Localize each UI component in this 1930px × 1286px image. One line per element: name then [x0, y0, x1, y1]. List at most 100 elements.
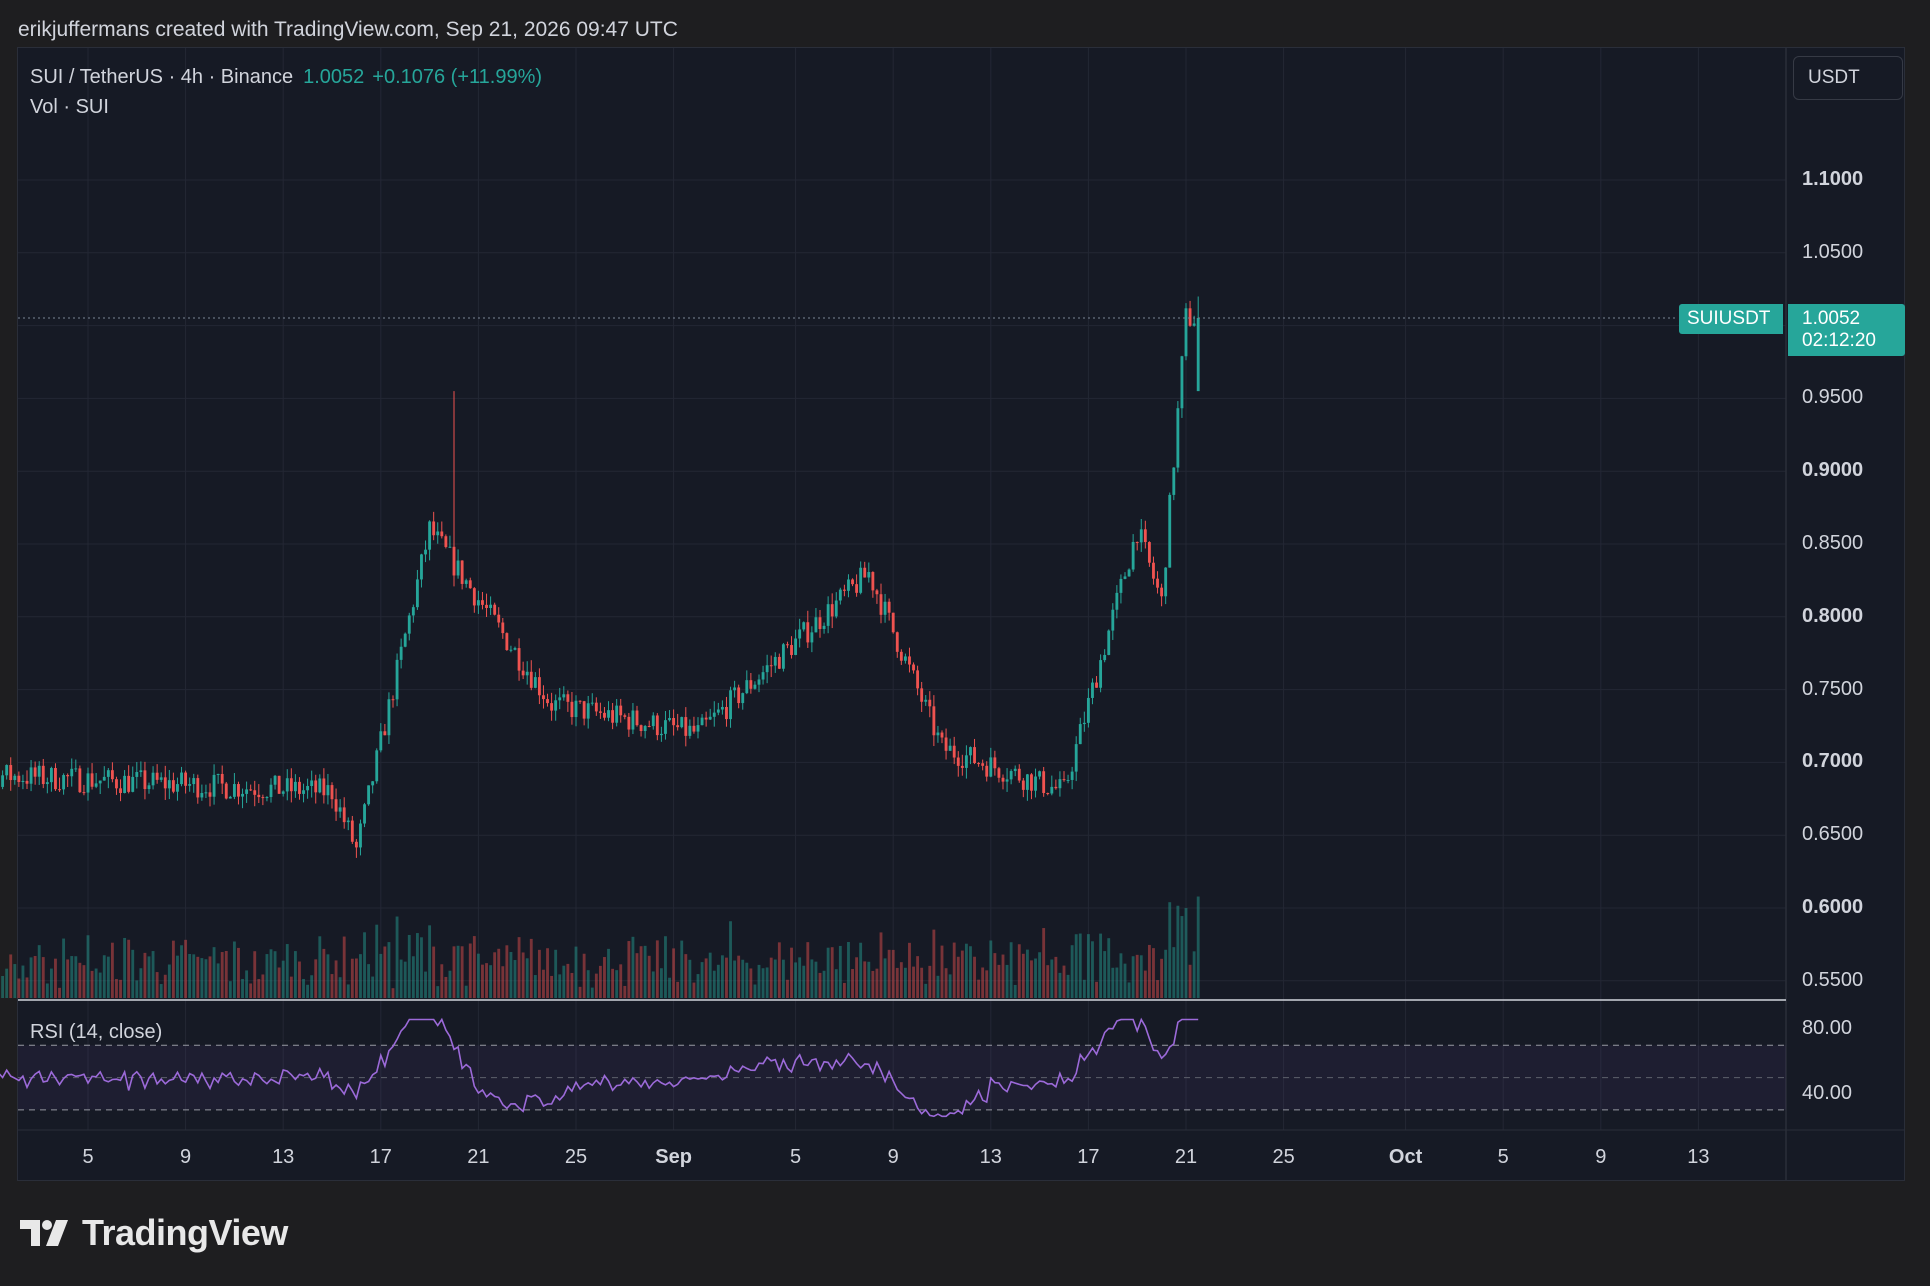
candle-body-23 [33, 767, 37, 777]
candle-body-173 [643, 726, 647, 732]
volume-bar-288 [1111, 967, 1115, 998]
volume-bar-22 [29, 957, 33, 998]
volume-bar-158 [582, 953, 586, 998]
candle-body-135 [489, 604, 493, 609]
volume-bar-225 [855, 957, 859, 998]
volume-bar-243 [928, 965, 932, 998]
candle-body-62 [192, 778, 196, 785]
volume-bar-155 [570, 972, 574, 998]
candle-body-246 [940, 732, 944, 738]
rsi-legend[interactable]: RSI (14, close) [30, 1021, 163, 1043]
volume-bar-52 [151, 951, 155, 998]
candle-body-188 [704, 717, 708, 720]
time-tick-14: 5 [1497, 1146, 1509, 1168]
chart-frame[interactable] [17, 47, 1905, 1181]
volume-bar-179 [668, 977, 671, 998]
candle-body-88 [298, 781, 301, 794]
time-tick-7: 5 [790, 1146, 802, 1168]
volume-bar-44 [119, 979, 122, 998]
volume-bar-309 [1196, 896, 1200, 998]
volume-bar-215 [814, 961, 818, 998]
volume-bar-90 [306, 984, 310, 998]
candle-body-158 [582, 701, 586, 719]
candle-body-261 [1001, 777, 1005, 782]
volume-bar-88 [298, 961, 301, 998]
volume-bar-132 [476, 953, 480, 998]
candle-body-97 [334, 799, 338, 812]
volume-bar-172 [639, 946, 643, 998]
candle-body-85 [285, 778, 289, 792]
candle-body-147 [537, 677, 541, 696]
candle-body-202 [761, 672, 765, 680]
currency-button[interactable]: USDT [1793, 56, 1903, 100]
candle-body-145 [529, 671, 533, 688]
symbol-legend[interactable]: SUI / TetherUS · 4h · Binance 1.0052 +0.10… [30, 66, 542, 89]
tradingview-logo[interactable]: TradingView [20, 1212, 288, 1254]
volume-bar-125 [448, 970, 452, 998]
volume-bar-249 [952, 942, 956, 998]
volume-bar-253 [969, 946, 972, 998]
volume-legend[interactable]: Vol · SUI [30, 96, 109, 118]
candle-body-22 [29, 767, 33, 784]
candle-body-64 [200, 793, 204, 798]
candle-body-117 [415, 579, 419, 608]
candle-body-201 [757, 679, 761, 685]
candle-body-241 [920, 688, 924, 702]
volume-bar-257 [985, 970, 989, 998]
volume-bar-59 [180, 945, 183, 998]
candle-body-306 [1184, 308, 1188, 357]
volume-bar-232 [883, 958, 887, 998]
volume-bar-135 [489, 965, 493, 998]
volume-bar-190 [712, 970, 716, 998]
volume-bar-303 [1172, 947, 1176, 998]
volume-bar-111 [391, 988, 395, 998]
volume-bar-127 [456, 945, 460, 998]
price-countdown-tag: 1.0052 02:12:20 [1788, 304, 1905, 356]
candle-body-75 [245, 789, 249, 794]
volume-bar-113 [399, 959, 403, 998]
volume-bar-297 [1147, 944, 1151, 998]
volume-bar-124 [444, 976, 448, 998]
volume-bar-291 [1123, 963, 1127, 998]
candle-body-237 [903, 656, 907, 661]
volume-bar-213 [806, 942, 810, 998]
candle-body-168 [623, 715, 627, 717]
candle-body-208 [786, 644, 789, 646]
price-tick-1: 1.0500 [1802, 240, 1864, 263]
volume-bar-216 [818, 972, 822, 998]
volume-bar-214 [810, 959, 814, 998]
volume-bar-217 [822, 970, 826, 998]
volume-bar-161 [594, 973, 598, 998]
volume-bar-189 [708, 952, 712, 998]
volume-bar-119 [424, 971, 427, 998]
candle-body-181 [676, 725, 680, 728]
candle-body-167 [619, 705, 623, 716]
candle-body-58 [176, 784, 179, 792]
volume-bar-168 [623, 985, 627, 998]
candle-body-183 [684, 717, 688, 736]
volume-bar-221 [838, 945, 842, 998]
volume-bar-241 [920, 967, 924, 998]
symbol-price-tag: SUIUSDT [1679, 304, 1783, 334]
symbol-info[interactable]: SUI / TetherUS · 4h · Binance [30, 66, 294, 88]
volume-bar-266 [1021, 953, 1025, 998]
volume-bar-99 [342, 936, 346, 998]
candle-body-86 [289, 778, 293, 792]
candle-body-303 [1172, 467, 1176, 495]
volume-bar-196 [737, 955, 741, 998]
candle-body-112 [395, 659, 399, 700]
candle-body-231 [879, 594, 883, 615]
volume-bar-66 [208, 956, 212, 998]
volume-bar-276 [1062, 965, 1066, 998]
volume-bar-234 [891, 949, 895, 998]
volume-bar-15 [1, 975, 5, 998]
candle-body-57 [171, 780, 175, 792]
volume-bar-140 [509, 952, 513, 998]
candle-body-236 [899, 651, 903, 661]
candle-body-61 [188, 784, 192, 786]
candle-body-107 [375, 750, 379, 782]
volume-bar-147 [537, 949, 541, 998]
volume-bar-151 [554, 949, 558, 998]
volume-bar-173 [643, 945, 647, 998]
